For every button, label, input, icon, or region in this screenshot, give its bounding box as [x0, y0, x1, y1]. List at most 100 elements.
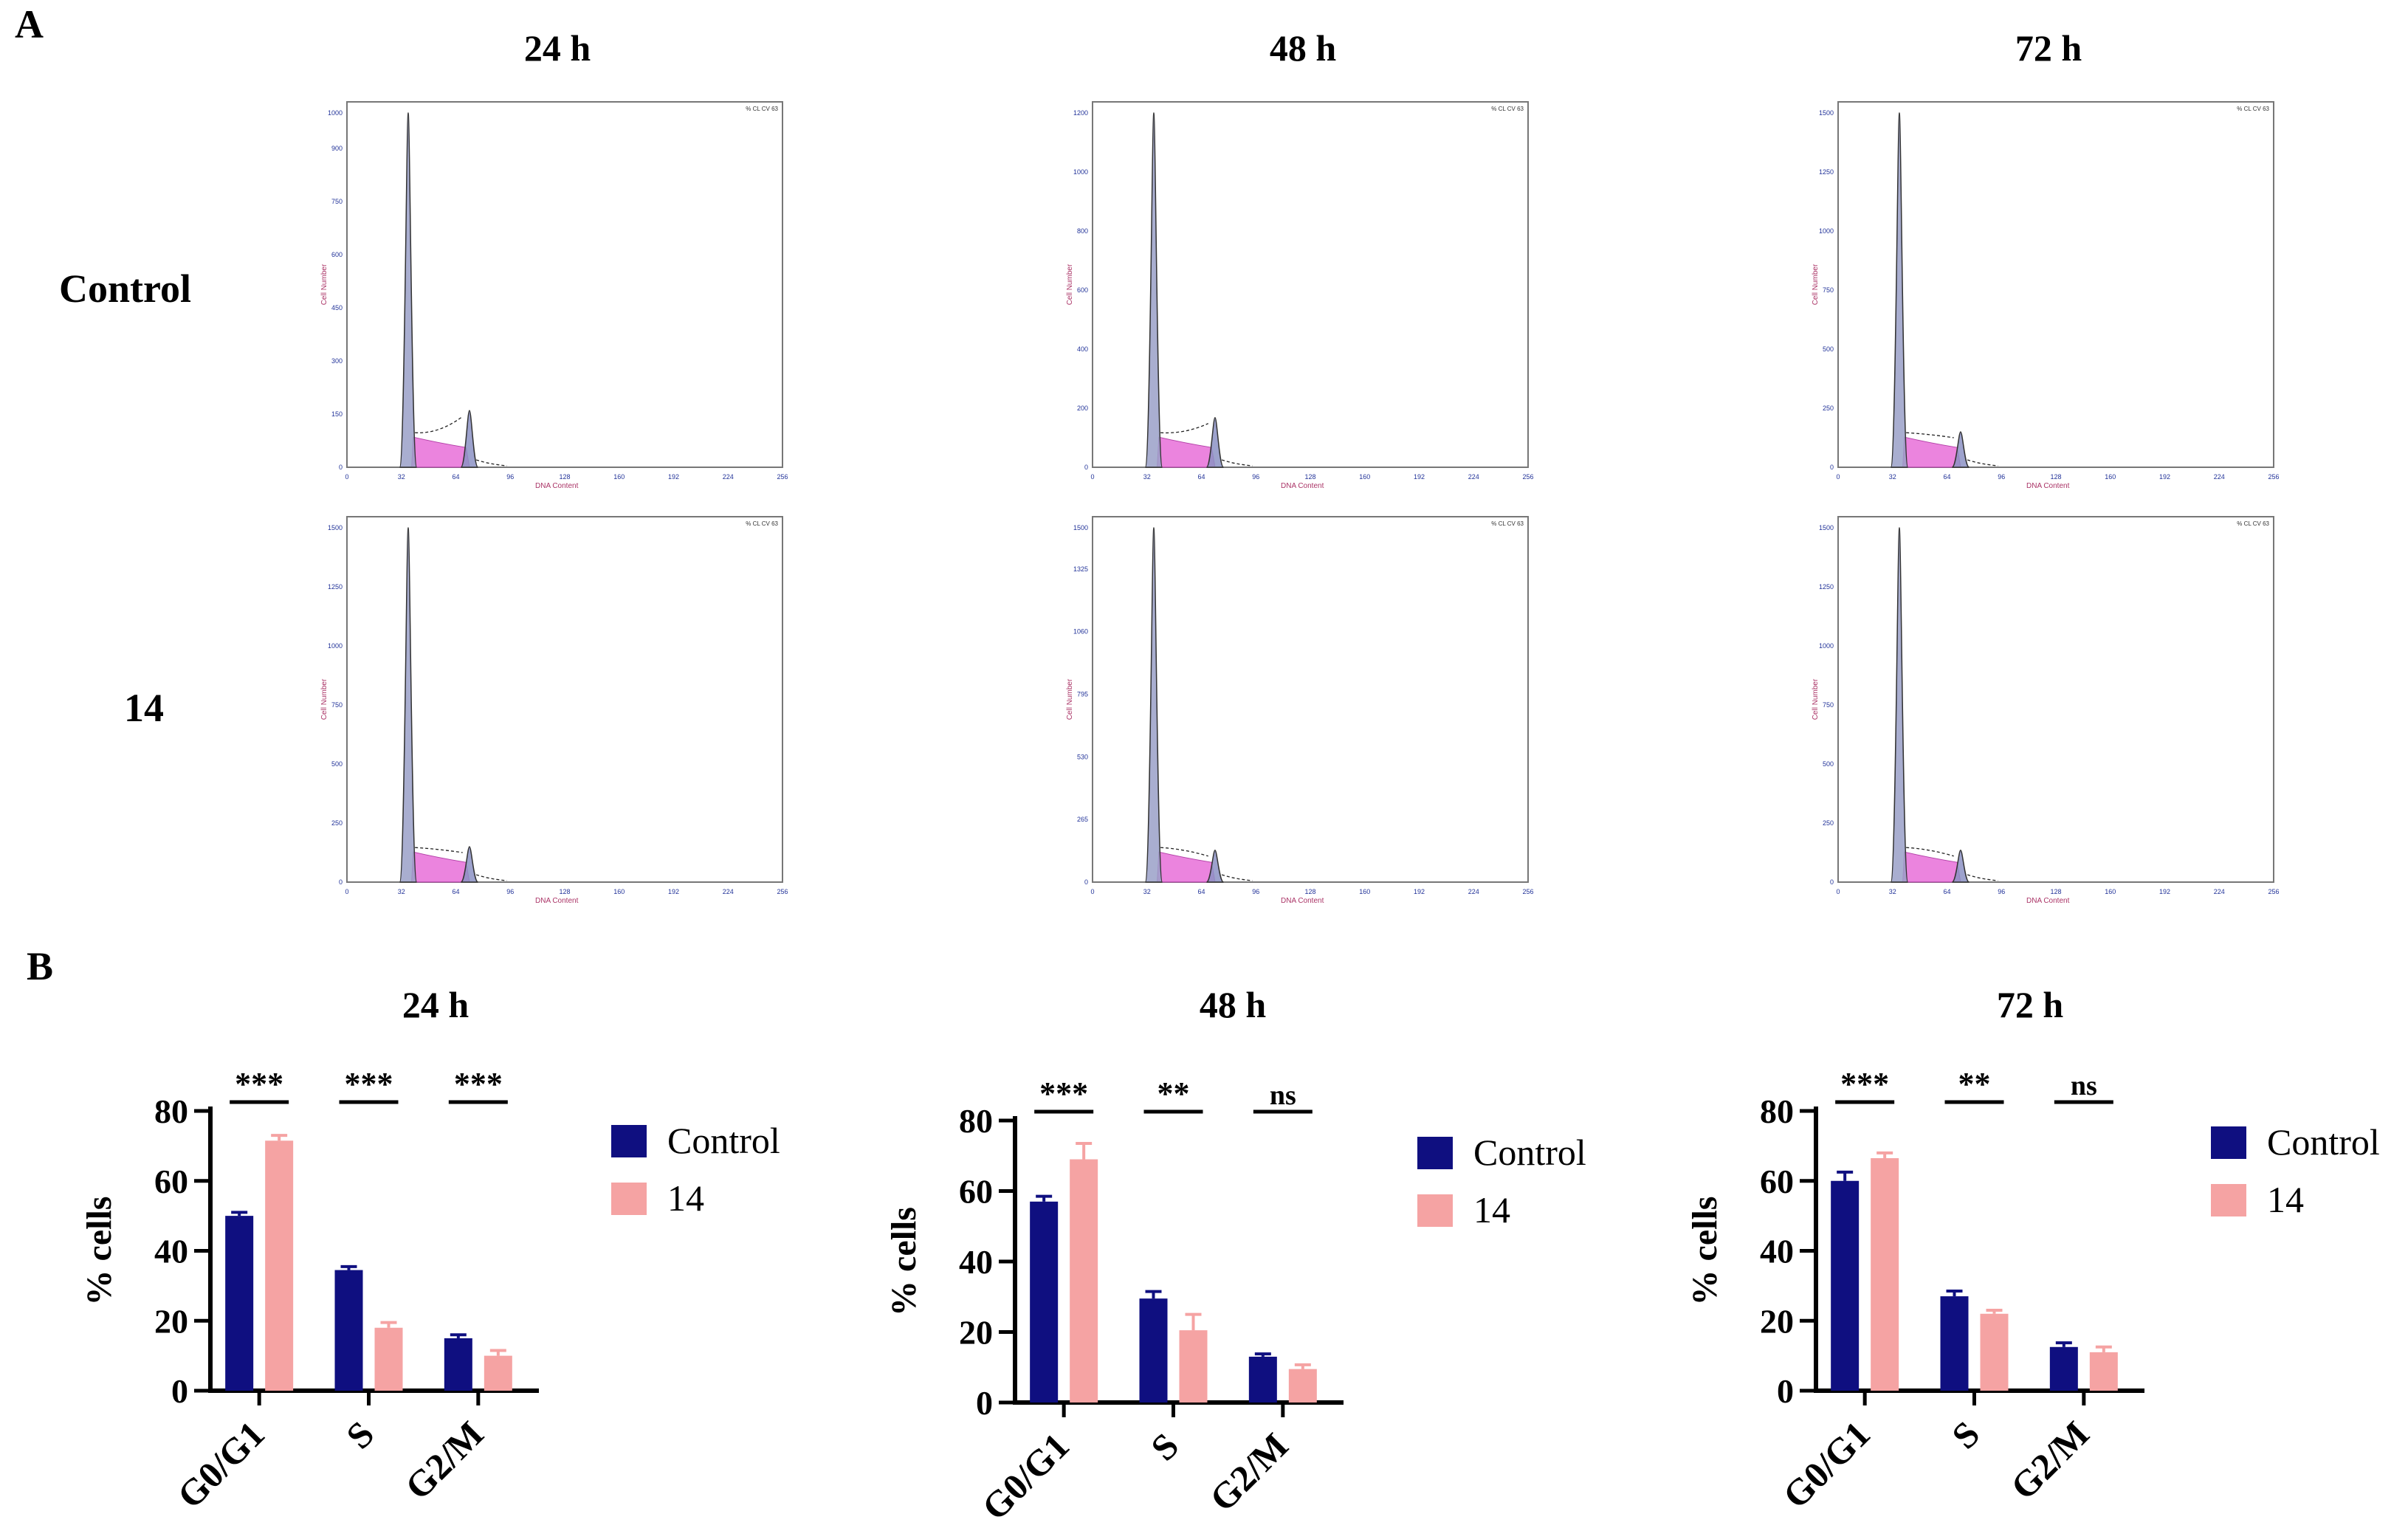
- histogram-x-tick: 128: [1304, 888, 1315, 895]
- histogram-x-tick: 192: [2159, 473, 2170, 481]
- row-label-control: Control: [59, 266, 192, 311]
- category-label: G2/M: [397, 1413, 492, 1507]
- bar-chart: 48 h 0 20 40 60 80 % cells *** G0/G1 ** Sns G2/M Con…: [884, 984, 1586, 1528]
- bar-14: [2089, 1352, 2118, 1391]
- histogram-y-tick: 600: [1077, 286, 1088, 294]
- histogram-y-tick: 0: [339, 464, 343, 471]
- histogram-y-tick: 200: [1077, 405, 1088, 412]
- y-tick-label: 80: [1760, 1092, 1794, 1130]
- histogram-s-phase-area: [1902, 436, 1961, 468]
- histogram-x-tick: 192: [2159, 888, 2170, 895]
- histogram-y-tick: 750: [331, 198, 343, 205]
- histogram-x-tick: 32: [1889, 888, 1896, 895]
- histogram-x-tick: 128: [2050, 473, 2061, 481]
- histogram-y-label: Cell Number: [1812, 678, 1820, 720]
- histogram-x-label: DNA Content: [535, 897, 579, 905]
- histogram-y-tick: 750: [1823, 701, 1834, 709]
- histogram-y-label: Cell Number: [1066, 264, 1074, 305]
- histogram-y-tick: 1000: [1073, 168, 1088, 176]
- legend-swatch: [2211, 1126, 2246, 1159]
- histogram-frame: [1092, 101, 1529, 468]
- histogram-frame: [1837, 101, 2274, 468]
- histogram-g2-peak: [1951, 431, 1970, 468]
- histogram-x-tick: 224: [1468, 473, 1479, 481]
- histogram-fit-envelope: [1906, 432, 1998, 467]
- bar-chart: 24 h 0 20 40 60 80 % cells *** G0/G1 *** S *** G2/M C…: [80, 984, 780, 1516]
- histogram-y-label: Cell Number: [320, 264, 328, 305]
- y-tick-label: 40: [1760, 1233, 1794, 1270]
- panel-b-letter: B: [27, 944, 54, 988]
- histogram-y-tick: 150: [331, 410, 343, 418]
- histogram-y-tick: 250: [1823, 405, 1834, 412]
- histogram-x-tick: 64: [1197, 473, 1205, 481]
- histogram-s-phase-area: [411, 851, 470, 883]
- histogram-x-tick: 256: [1522, 473, 1533, 481]
- histogram-y-tick: 265: [1077, 816, 1088, 823]
- histogram-y-tick: 1000: [1819, 642, 1834, 650]
- category-label: S: [338, 1413, 382, 1456]
- histogram-y-tick: 1500: [1819, 524, 1834, 531]
- bar-control: [1030, 1201, 1059, 1403]
- histogram-y-tick: 250: [331, 819, 343, 827]
- histogram-corner-text: % CL CV 63: [746, 520, 778, 527]
- y-tick-label: 0: [171, 1372, 188, 1410]
- histogram-g1-peak: [1890, 527, 1909, 883]
- histogram-x-tick: 64: [452, 473, 459, 481]
- bar-charts: 24 h 0 20 40 60 80 % cells *** G0/G1 *** S *** G2/M C…: [80, 984, 2380, 1528]
- histogram-x-tick: 32: [1143, 888, 1151, 895]
- y-axis-label: % cells: [884, 1207, 923, 1316]
- histogram-g1-peak: [399, 527, 418, 883]
- histogram-y-tick: 1500: [1819, 109, 1834, 117]
- histogram-y-tick: 0: [1830, 464, 1834, 471]
- panel-a-title-72h: 72 h: [2015, 27, 2082, 69]
- histogram-x-tick: 32: [1143, 473, 1151, 481]
- histogram-y-tick: 1250: [328, 583, 343, 591]
- histogram-x-label: DNA Content: [1281, 897, 1324, 905]
- histogram-x-tick: 96: [1252, 888, 1259, 895]
- category-label: G0/G1: [974, 1425, 1077, 1528]
- histogram-g2-peak: [1205, 850, 1225, 883]
- histogram-y-tick: 1000: [1819, 227, 1834, 235]
- histogram-corner-text: % CL CV 63: [746, 106, 778, 112]
- histogram-x-tick: 0: [1836, 888, 1840, 895]
- histogram-corner-text: % CL CV 63: [1491, 520, 1524, 527]
- histogram-x-tick: 192: [668, 888, 679, 895]
- histogram-fit-envelope: [1160, 847, 1253, 881]
- legend-swatch: [611, 1125, 647, 1157]
- histogram-x-tick: 96: [506, 888, 514, 895]
- histogram-y-tick: 1500: [328, 524, 343, 531]
- histogram-y-tick: 300: [331, 357, 343, 365]
- histogram-y-tick: 0: [1830, 878, 1834, 886]
- histogram-y-tick: 750: [1823, 286, 1834, 294]
- significance-label: ***: [235, 1066, 283, 1102]
- y-axis-label: % cells: [1685, 1197, 1724, 1306]
- legend-label: 14: [667, 1177, 704, 1219]
- histogram-frame: [1092, 516, 1529, 883]
- histogram-x-tick: 96: [1998, 888, 2005, 895]
- histogram-fit-envelope: [415, 847, 507, 881]
- histogram-y-tick: 1500: [1073, 524, 1088, 531]
- chart-title: 24 h: [402, 984, 469, 1025]
- histogram-corner-text: % CL CV 63: [2237, 520, 2269, 527]
- histogram-g2-peak: [460, 410, 479, 468]
- histogram-y-label: Cell Number: [320, 678, 328, 720]
- chart-title: 48 h: [1200, 984, 1267, 1025]
- bar-control: [2049, 1346, 2078, 1391]
- bar-control: [1940, 1296, 1969, 1391]
- legend-swatch: [1417, 1137, 1453, 1169]
- histogram-frame: [346, 101, 783, 468]
- legend-swatch: [611, 1183, 647, 1215]
- histogram-y-tick: 250: [1823, 819, 1834, 827]
- histogram-y-tick: 1250: [1819, 168, 1834, 176]
- significance-label: ***: [454, 1066, 503, 1102]
- histogram-x-tick: 128: [2050, 888, 2061, 895]
- histogram-y-tick: 1325: [1073, 565, 1088, 573]
- histogram-x-tick: 0: [1090, 888, 1094, 895]
- histogram-y-tick: 0: [1084, 464, 1088, 471]
- histogram-y-tick: 1060: [1073, 628, 1088, 636]
- bar-14: [265, 1140, 294, 1391]
- histogram-panel: 0 32 64 96 128 160 192 224 256 0 250 500 750 1000 1250…: [1812, 101, 2280, 490]
- histogram-x-tick: 256: [777, 473, 788, 481]
- histogram-y-tick: 1250: [1819, 583, 1834, 591]
- bar-14: [1288, 1369, 1317, 1403]
